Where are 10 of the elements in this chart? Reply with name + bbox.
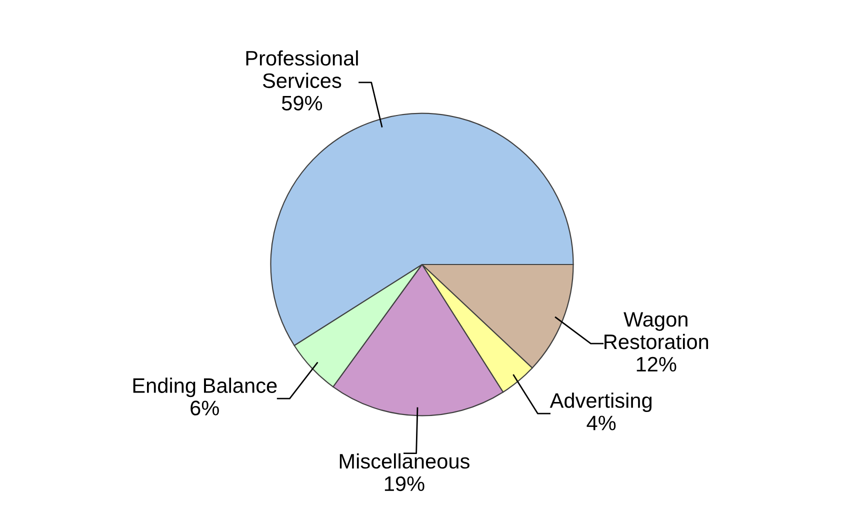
data-label: 59% xyxy=(282,96,322,111)
slice-label: Miscellaneous xyxy=(340,453,470,469)
data-label: 12% xyxy=(636,356,676,372)
slice-label: Wagon Restoration xyxy=(604,312,708,350)
slice-label: Advertising xyxy=(550,392,652,412)
slice-label: Ending Balance xyxy=(133,378,277,398)
data-label: 4% xyxy=(586,416,616,430)
slice-label: Professional Services xyxy=(246,50,358,88)
data-label: 19% xyxy=(384,476,424,492)
data-label: 6% xyxy=(190,400,219,416)
